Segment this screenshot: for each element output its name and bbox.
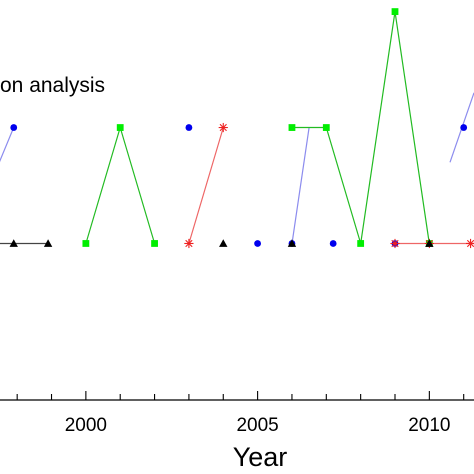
series-0-point-4 bbox=[329, 240, 337, 247]
series-lines bbox=[0, 11, 474, 245]
series-1-point-6 bbox=[391, 8, 399, 15]
chart-title: on analysis bbox=[0, 74, 105, 97]
series-0-line-1 bbox=[291, 127, 310, 244]
series-0-point-7 bbox=[460, 124, 468, 131]
series-0-point-1 bbox=[185, 124, 193, 131]
series-2-point-2 bbox=[390, 238, 400, 249]
series-2-point-1 bbox=[218, 122, 228, 133]
series-1-line-0 bbox=[85, 125, 156, 244]
series-3-point-2 bbox=[219, 239, 228, 247]
series-3-point-3 bbox=[287, 239, 297, 247]
series-1-point-4 bbox=[322, 124, 330, 131]
x-axis-ticks: 2000 2005 2010 bbox=[16, 391, 465, 436]
series-0-point-0 bbox=[10, 124, 18, 131]
series-2-point-4 bbox=[465, 238, 474, 249]
series-3-point-1 bbox=[43, 239, 53, 247]
x-tick-label-2000: 2000 bbox=[65, 415, 107, 436]
series-1-point-0 bbox=[82, 240, 90, 247]
series-1-point-1 bbox=[116, 124, 124, 131]
series-markers bbox=[9, 8, 474, 249]
x-axis-label: Year bbox=[233, 442, 288, 472]
series-0-point-2 bbox=[254, 240, 262, 247]
series-1-point-5 bbox=[357, 240, 365, 247]
series-3-point-0 bbox=[9, 239, 18, 247]
series-0-line-0 bbox=[0, 127, 15, 163]
x-tick-label-2005: 2005 bbox=[236, 415, 278, 436]
x-tick-label-2010: 2010 bbox=[408, 415, 450, 436]
series-3-point-4 bbox=[425, 239, 434, 247]
series-2-point-0 bbox=[184, 238, 194, 249]
series-1-point-3 bbox=[288, 124, 296, 131]
series-2-line-0 bbox=[188, 127, 224, 244]
series-1-line-1 bbox=[292, 11, 430, 244]
series-1-point-2 bbox=[151, 240, 158, 247]
